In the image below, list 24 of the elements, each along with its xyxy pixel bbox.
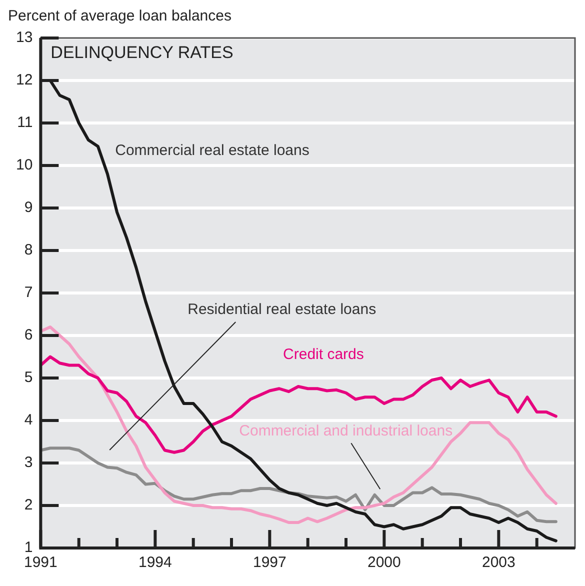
y-tick-label: 1 (24, 539, 33, 556)
series-label: Commercial and industrial loans (239, 422, 453, 440)
y-tick-label: 3 (24, 454, 33, 472)
y-tick-label: 10 (16, 156, 33, 174)
y-tick-label: 13 (16, 29, 33, 46)
x-tick-label: 2003 (482, 554, 516, 572)
x-tick-label: 1991 (24, 554, 58, 572)
x-tick-label: 1994 (138, 554, 172, 572)
chart-title: DELINQUENCY RATES (50, 43, 234, 62)
y-tick-label: 9 (24, 199, 33, 216)
y-tick-label: 7 (24, 284, 33, 302)
y-tick-label: 4 (24, 412, 33, 429)
y-tick-label: 12 (16, 72, 33, 89)
y-axis-title: Percent of average loan balances (8, 8, 232, 25)
y-tick-label: 11 (17, 114, 33, 132)
x-tick-label: 2000 (367, 554, 401, 572)
series-label: Credit cards (283, 346, 364, 363)
y-tick-label: 5 (24, 369, 33, 386)
y-tick-label: 6 (24, 326, 33, 344)
text: Residential real estate loans (188, 301, 376, 318)
y-tick-label: 2 (24, 496, 33, 514)
series-label: Commercial real estate loans (115, 142, 310, 159)
y-tick-label: 8 (24, 242, 33, 259)
x-tick-label: 1997 (252, 554, 286, 572)
